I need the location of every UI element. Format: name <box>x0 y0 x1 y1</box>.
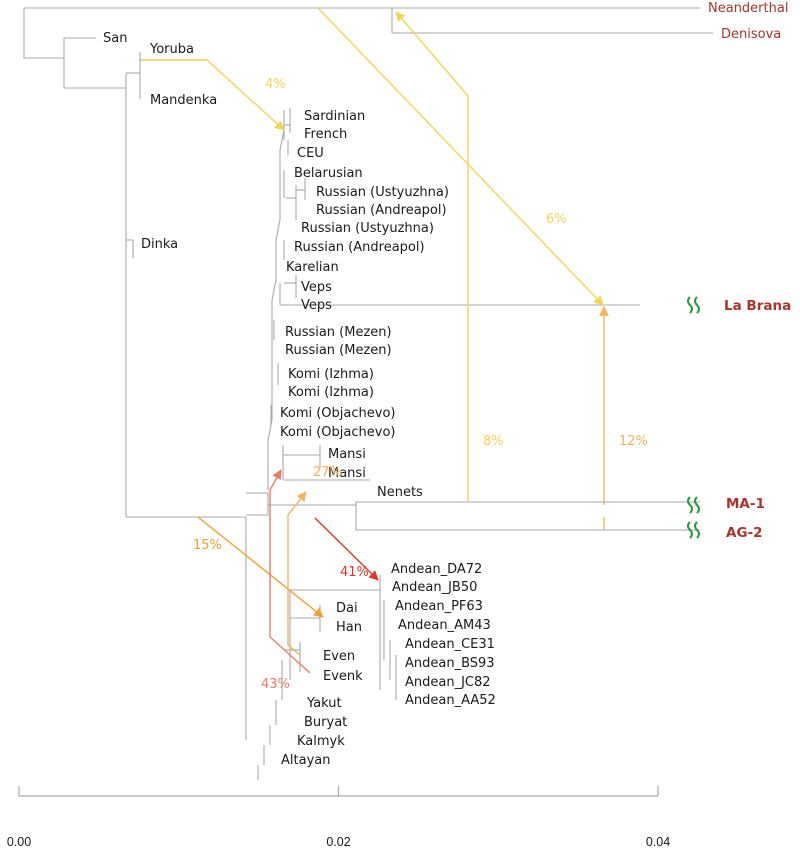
migration-weight-label: 15% <box>193 538 222 553</box>
tip-labels: Neanderthal Denisova San Yoruba Mandenka Sard… <box>103 1 791 768</box>
tip-label-dai: Dai <box>336 601 358 616</box>
migration-edge-evenk-to-mansi <box>269 469 311 674</box>
tip-label-andean-ce31: Andean_CE31 <box>405 637 495 652</box>
tip-label-buryat: Buryat <box>304 715 347 730</box>
tip-label-yakut: Yakut <box>306 696 342 711</box>
tip-label-mandenka: Mandenka <box>150 93 217 108</box>
tip-label-andean-pf63: Andean_PF63 <box>395 599 483 614</box>
tip-label-han: Han <box>336 620 362 635</box>
axis-tick-label: 0.02 <box>326 835 350 849</box>
tip-label-french: French <box>304 127 347 142</box>
migration-edges <box>142 7 604 674</box>
tip-label-russian-ust-1: Russian (Ustyuzhna) <box>316 185 449 200</box>
tip-label-even: Even <box>323 649 355 664</box>
tip-label-neanderthal: Neanderthal <box>708 1 788 16</box>
migration-weight-label: 6% <box>546 212 567 227</box>
tree-branch <box>267 129 285 490</box>
tip-label-russian-ust-2: Russian (Ustyuzhna) <box>301 221 434 236</box>
tip-label-komi-izh-1: Komi (Izhma) <box>288 367 374 382</box>
branch-break-icon <box>687 496 693 514</box>
tip-label-andean-jb50: Andean_JB50 <box>392 580 477 595</box>
migration-labels: 4% 6% 8% 12% 15% 27% 41% 43% <box>193 77 648 692</box>
tip-label-la-brana: La Brana <box>724 298 791 314</box>
tip-label-belarusian: Belarusian <box>294 166 363 181</box>
tip-label-russian-mez-1: Russian (Mezen) <box>285 325 392 340</box>
tip-label-andean-aa52: Andean_AA52 <box>405 693 496 708</box>
tip-label-karelian: Karelian <box>286 260 339 275</box>
axis-tick-label: 0.04 <box>646 835 670 849</box>
tip-label-dinka: Dinka <box>141 237 178 252</box>
migration-weight-label: 4% <box>265 77 286 92</box>
branch-break-icon <box>694 521 700 539</box>
migration-weight-label: 27% <box>313 465 342 480</box>
migration-edge-even-to-nenets <box>287 491 307 656</box>
tip-label-russian-and-2: Russian (Andreapol) <box>294 240 425 255</box>
tree-branch <box>23 8 64 59</box>
tip-label-andean-bs93: Andean_BS93 <box>405 656 495 671</box>
tip-label-mansi-2: Mansi <box>328 466 366 481</box>
branch-break-icon <box>687 296 693 314</box>
tip-label-ma-1: MA-1 <box>726 496 765 512</box>
branch-break-icon <box>694 496 700 514</box>
tip-label-sardinian: Sardinian <box>304 109 365 124</box>
migration-edge-ma1-to-archaic <box>395 11 469 502</box>
tip-label-denisova: Denisova <box>721 27 781 42</box>
tip-label-ceu: CEU <box>297 146 324 161</box>
tip-label-russian-mez-2: Russian (Mezen) <box>285 343 392 358</box>
branch-break-icon <box>687 521 693 539</box>
tip-label-kalmyk: Kalmyk <box>297 734 345 749</box>
tip-label-yoruba: Yoruba <box>149 42 194 57</box>
tip-label-veps-1: Veps <box>301 280 332 295</box>
tip-label-russian-and-1: Russian (Andreapol) <box>316 203 447 218</box>
tip-label-komi-izh-2: Komi (Izhma) <box>288 385 374 400</box>
tree-branches <box>23 7 713 780</box>
tip-label-andean-am43: Andean_AM43 <box>398 618 491 633</box>
migration-weight-label: 43% <box>261 677 290 692</box>
tip-label-andean-jc82: Andean_JC82 <box>405 675 491 690</box>
tip-label-komi-obj-2: Komi (Objachevo) <box>280 425 395 440</box>
tip-label-evenk: Evenk <box>323 669 363 684</box>
tip-label-altayan: Altayan <box>281 753 330 768</box>
axis-tick-label: 0.00 <box>7 835 31 849</box>
tip-label-mansi-1: Mansi <box>328 447 366 462</box>
branch-break-icon <box>694 296 700 314</box>
tip-label-veps-2: Veps <box>301 298 332 313</box>
drift-axis: 0.000.020.04TreeMix Drift parameter <box>7 786 670 849</box>
tip-label-nenets: Nenets <box>377 485 423 500</box>
migration-edge-yoruba-to-europe <box>142 59 285 131</box>
migration-edge-africa-to-daihan <box>197 516 324 618</box>
tip-label-san: San <box>103 31 127 46</box>
migration-edge-archaic-to-labrana <box>317 7 604 306</box>
migration-weight-label: 8% <box>483 434 504 449</box>
tip-label-ag-2: AG-2 <box>726 525 763 541</box>
migration-weight-label: 12% <box>619 434 648 449</box>
tip-label-andean-da72: Andean_DA72 <box>391 562 482 577</box>
tip-label-komi-obj-1: Komi (Objachevo) <box>280 406 395 421</box>
migration-edge-ma1-to-andean <box>314 517 379 581</box>
migration-weight-label: 41% <box>340 565 369 580</box>
